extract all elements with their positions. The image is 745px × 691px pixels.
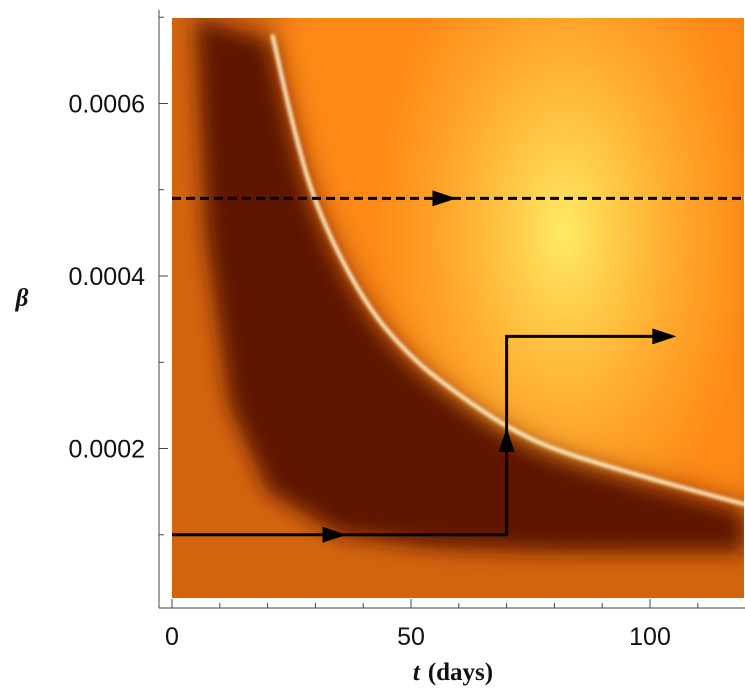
x-axis-title: t (days) [413, 659, 493, 686]
x-tick-label: 100 [629, 623, 671, 651]
x-axis-title-unit: (days) [428, 659, 493, 686]
heatmap-field [172, 18, 744, 598]
heatmap-ridge [270, 34, 744, 507]
y-axis-title: β [15, 285, 29, 312]
trajectory-arrowhead-1-1 [432, 190, 457, 207]
x-tick-label: 50 [397, 623, 425, 651]
ticks: 0 50 100 0.0002 0.0004 0.0006 [69, 16, 699, 651]
y-tick-label: 0.0006 [69, 91, 145, 119]
y-tick-label: 0.0004 [69, 263, 146, 291]
trajectory-arrowhead-2-1 [322, 526, 347, 543]
heatmap-dark-band [195, 18, 744, 552]
trajectory-arrowhead-2-3 [652, 328, 677, 345]
y-tick-label: 0.0002 [69, 436, 145, 464]
x-axis-title-variable: t [413, 659, 421, 686]
trajectories [172, 190, 745, 543]
trajectory-arrowhead-2-2 [498, 427, 515, 452]
x-tick-label: 0 [165, 623, 179, 651]
axes [158, 10, 745, 609]
